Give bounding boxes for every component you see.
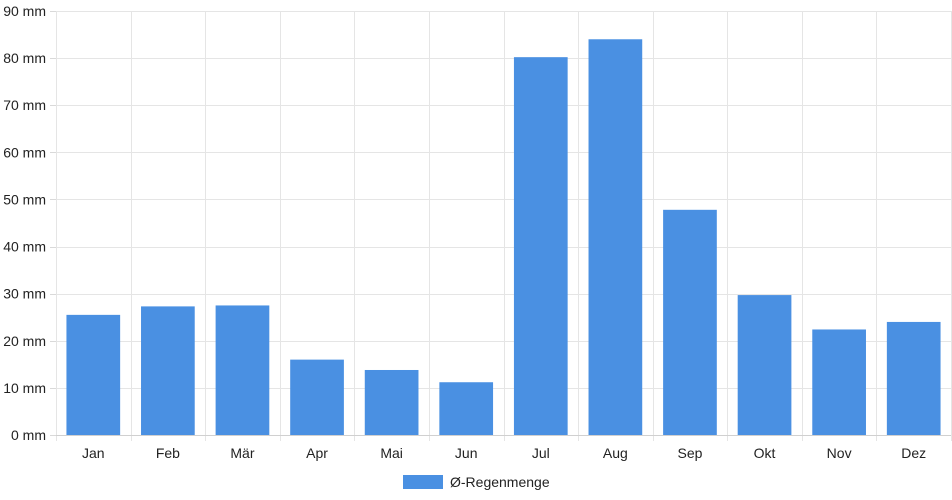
y-tick-label: 30 mm: [3, 286, 46, 302]
x-tick-label: Nov: [827, 445, 852, 461]
x-tick-label: Jul: [532, 445, 550, 461]
axes-layer: [50, 11, 951, 436]
bars-layer: [66, 39, 941, 436]
legend-swatch[interactable]: [403, 475, 443, 489]
y-tick-label: 50 mm: [3, 191, 46, 207]
bar-apr[interactable]: [290, 359, 344, 435]
bar-jan[interactable]: [66, 314, 121, 435]
bar-mär[interactable]: [215, 305, 270, 435]
y-tick-label: 10 mm: [3, 380, 46, 396]
y-tick-label: 80 mm: [3, 50, 46, 66]
bar-mai[interactable]: [364, 369, 419, 435]
bar-aug[interactable]: [588, 39, 643, 436]
x-tick-label: Apr: [306, 445, 328, 461]
y-tick-label: 0 mm: [11, 427, 46, 443]
bar-jun[interactable]: [439, 382, 494, 435]
y-tick-label: 40 mm: [3, 239, 46, 255]
legend-label[interactable]: Ø-Regenmenge: [450, 474, 550, 490]
tick-labels-layer: 0 mm 10 mm 20 mm 30 mm 40 mm 50 mm 60 mm 70 mm 8…: [3, 3, 926, 461]
x-tick-label: Sep: [677, 445, 702, 461]
x-tick-label: Aug: [603, 445, 628, 461]
bar-dez[interactable]: [886, 321, 941, 435]
x-tick-label: Dez: [901, 445, 926, 461]
bar-jul[interactable]: [513, 57, 568, 436]
legend[interactable]: Ø-Regenmenge: [403, 474, 550, 490]
bar-okt[interactable]: [737, 295, 792, 435]
bar-nov[interactable]: [812, 329, 866, 435]
x-tick-label: Okt: [754, 445, 776, 461]
y-tick-label: 90 mm: [3, 3, 46, 19]
x-tick-label: Mai: [380, 445, 403, 461]
y-tick-label: 70 mm: [3, 97, 46, 113]
x-tick-label: Mär: [230, 445, 254, 461]
x-tick-label: Jun: [455, 445, 478, 461]
x-tick-label: Jan: [82, 445, 105, 461]
bar-sep[interactable]: [663, 209, 717, 435]
y-tick-label: 20 mm: [3, 333, 46, 349]
x-tick-label: Feb: [156, 445, 180, 461]
bar-feb[interactable]: [141, 306, 195, 435]
y-tick-label: 60 mm: [3, 144, 46, 160]
